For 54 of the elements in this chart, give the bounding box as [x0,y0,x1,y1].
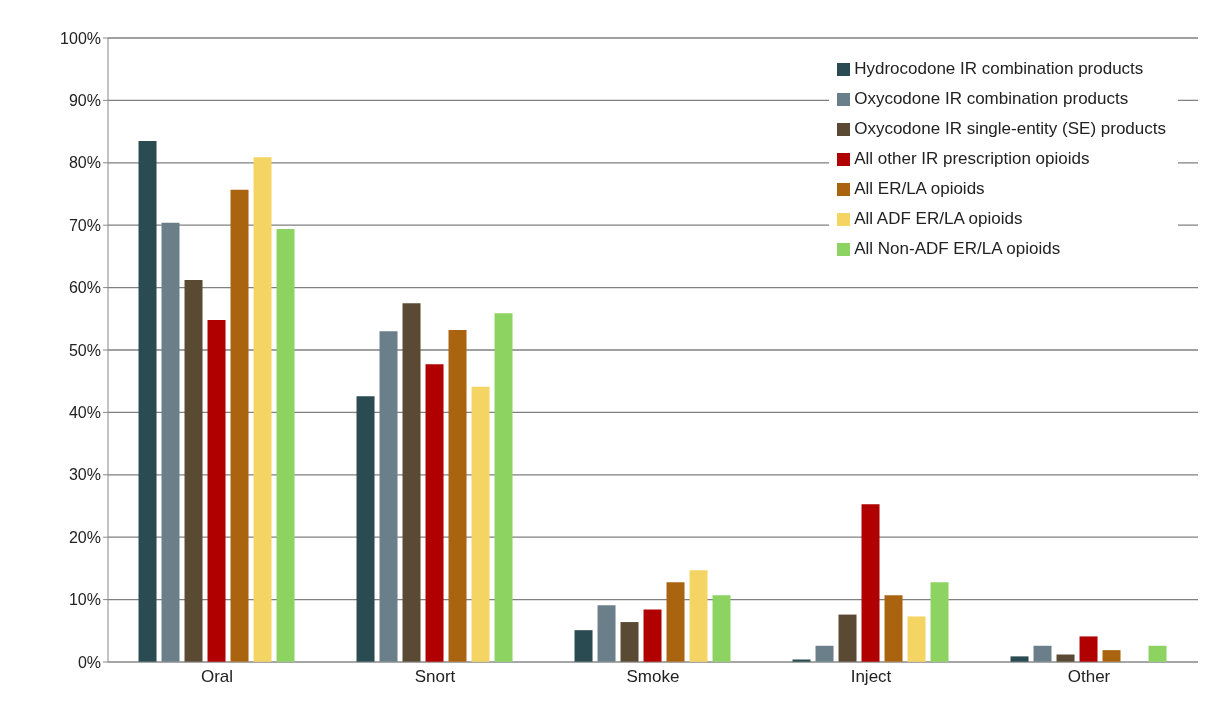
bar [356,396,375,662]
bar [402,303,421,662]
y-tick-label: 20% [68,528,101,546]
bar [471,386,490,662]
y-tick-label: 0% [77,653,101,671]
y-tick-label: 100% [60,29,101,47]
x-tick-label: Snort [414,667,456,687]
bar [161,222,180,662]
y-tick-label: 90% [68,92,101,110]
legend-label: All ER/LA opioids [854,179,985,199]
bar [907,616,926,662]
x-tick-label: Smoke [626,667,680,687]
legend-label: All Non-ADF ER/LA opioids [854,239,1061,259]
bar [1102,650,1121,662]
y-tick-label: 80% [68,154,101,172]
y-tick-label: 10% [68,591,101,609]
bar [597,605,616,662]
x-tick-label: Oral [200,667,234,687]
y-tick-label: 60% [68,279,101,297]
legend-label: Oxycodone IR combination products [854,89,1129,109]
y-tick-label: 30% [68,466,101,484]
legend-label: Oxycodone IR single-entity (SE) products [854,119,1166,139]
y-tick-label: 50% [68,341,101,359]
bar [425,364,444,662]
bar [207,320,226,662]
bar [1033,645,1052,662]
bar [1148,645,1167,662]
bar [448,330,467,662]
y-tick-label: 70% [68,216,101,234]
bar [230,189,249,662]
bar [494,313,513,662]
x-tick-label: Other [1067,667,1111,687]
bar [574,630,593,662]
bar [930,582,949,662]
bar [184,280,203,662]
legend-label: Hydrocodone IR combination products [854,59,1144,79]
bar [884,595,903,662]
bar [712,595,731,662]
bar [838,614,857,662]
bar [666,582,685,662]
y-tick-label: 40% [68,404,101,422]
bar [253,157,272,662]
bar [643,609,662,662]
bar [138,140,157,662]
bar [620,622,639,662]
x-tick-label: Inject [850,667,892,687]
bar [689,570,708,662]
bar [379,331,398,662]
legend-label: All ADF ER/LA opioids [854,209,1023,229]
bar [276,228,295,662]
bar [815,645,834,662]
legend-label: All other IR prescription opioids [854,149,1090,169]
bar [1079,636,1098,662]
bar [861,504,880,662]
